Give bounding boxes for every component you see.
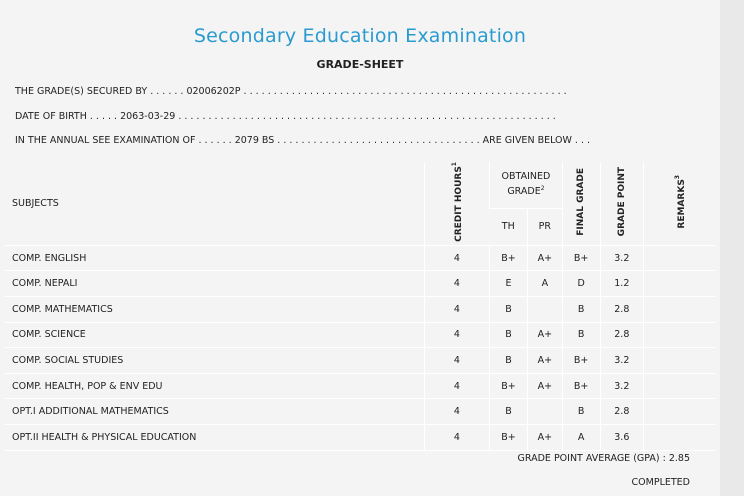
examination-line: IN THE ANNUAL SEE EXAMINATION OF . . . .… — [15, 135, 591, 146]
status-text: COMPLETED — [631, 477, 690, 488]
final-grade-header: FINAL GRADE — [561, 162, 600, 246]
subject-cell: COMP. NEPALI — [5, 270, 425, 298]
credit-cell: 4 — [423, 424, 490, 451]
grade-point-cell: 2.8 — [599, 322, 644, 349]
grade-point-cell: 3.2 — [599, 245, 644, 272]
remarks-cell — [643, 296, 715, 323]
practical-grade-cell — [526, 296, 563, 323]
subject-cell: COMP. SCIENCE — [5, 322, 425, 349]
remarks-cell — [643, 322, 715, 349]
remarks-cell — [643, 245, 715, 272]
subject-cell: COMP. HEALTH, POP & ENV EDU — [5, 373, 425, 400]
credit-cell: 4 — [423, 398, 490, 426]
grade-point-cell: 3.2 — [599, 373, 644, 400]
table-row: COMP. MATHEMATICS 4 B B 2.8 — [5, 296, 715, 323]
remarks-cell — [643, 424, 715, 451]
table-row: COMP. SCIENCE 4 B A+ B 2.8 — [5, 322, 715, 349]
theory-grade-cell: B — [489, 296, 528, 323]
table-row: COMP. SOCIAL STUDIES 4 B A+ B+ 3.2 — [5, 347, 715, 374]
remarks-cell — [643, 398, 715, 426]
theory-grade-cell: B+ — [489, 424, 528, 451]
grade-point-cell: 1.2 — [599, 270, 644, 298]
theory-grade-cell: B — [489, 398, 528, 426]
credit-cell: 4 — [423, 347, 490, 374]
theory-grade-cell: B+ — [489, 245, 528, 272]
table-row: OPT.I ADDITIONAL MATHEMATICS 4 B B 2.8 — [5, 398, 715, 426]
practical-header: PR — [526, 208, 563, 246]
credit-cell: 4 — [423, 322, 490, 349]
credit-hours-header: CREDIT HOURS1 — [423, 162, 490, 246]
subjects-header: SUBJECTS — [5, 162, 425, 246]
remarks-cell — [643, 373, 715, 400]
theory-grade-cell: B — [489, 347, 528, 374]
subject-cell: COMP. MATHEMATICS — [5, 296, 425, 323]
date-of-birth-line: DATE OF BIRTH . . . . . 2063-03-29 . . .… — [15, 111, 556, 122]
practical-grade-cell: A+ — [526, 322, 563, 349]
theory-grade-cell: E — [489, 270, 528, 298]
final-grade-cell: B+ — [561, 373, 600, 400]
final-grade-cell: B+ — [561, 245, 600, 272]
grade-point-header: GRADE POINT — [599, 162, 644, 246]
subject-cell: COMP. SOCIAL STUDIES — [5, 347, 425, 374]
practical-grade-cell: A+ — [526, 245, 563, 272]
final-grade-cell: B+ — [561, 347, 600, 374]
grade-point-cell: 2.8 — [599, 296, 644, 323]
table-row: COMP. ENGLISH 4 B+ A+ B+ 3.2 — [5, 245, 715, 272]
table-row: OPT.II HEALTH & PHYSICAL EDUCATION 4 B+ … — [5, 424, 715, 451]
credit-cell: 4 — [423, 270, 490, 298]
practical-grade-cell: A+ — [526, 424, 563, 451]
grade-point-cell: 2.8 — [599, 398, 644, 426]
credit-cell: 4 — [423, 296, 490, 323]
grade-sheet: Secondary Education Examination GRADE-SH… — [0, 0, 720, 496]
page-subtitle: GRADE-SHEET — [316, 58, 404, 71]
theory-header: TH — [489, 208, 528, 246]
page-title: Secondary Education Examination — [193, 25, 527, 47]
practical-grade-cell: A+ — [526, 347, 563, 374]
table-row: COMP. HEALTH, POP & ENV EDU 4 B+ A+ B+ 3… — [5, 373, 715, 400]
final-grade-cell: B — [561, 398, 600, 426]
final-grade-cell: B — [561, 296, 600, 323]
gpa-summary: GRADE POINT AVERAGE (GPA) : 2.85 — [517, 453, 690, 464]
final-grade-cell: D — [561, 270, 600, 298]
remarks-cell — [643, 270, 715, 298]
table-row: COMP. NEPALI 4 E A D 1.2 — [5, 270, 715, 298]
obtained-grade-header: OBTAINED GRADE2 — [489, 162, 563, 209]
practical-grade-cell — [526, 398, 563, 426]
theory-grade-cell: B+ — [489, 373, 528, 400]
grades-table: SUBJECTS CREDIT HOURS1 OBTAINED GRADE2 F… — [5, 162, 715, 451]
grade-point-cell: 3.6 — [599, 424, 644, 451]
practical-grade-cell: A+ — [526, 373, 563, 400]
credit-cell: 4 — [423, 245, 490, 272]
credit-cell: 4 — [423, 373, 490, 400]
final-grade-cell: A — [561, 424, 600, 451]
subject-cell: OPT.I ADDITIONAL MATHEMATICS — [5, 398, 425, 426]
practical-grade-cell: A — [526, 270, 563, 298]
theory-grade-cell: B — [489, 322, 528, 349]
subject-cell: OPT.II HEALTH & PHYSICAL EDUCATION — [5, 424, 425, 451]
remarks-header: REMARKS3 — [643, 162, 715, 246]
remarks-cell — [643, 347, 715, 374]
symbol-number-line: THE GRADE(S) SECURED BY . . . . . . 0200… — [15, 86, 567, 97]
grade-point-cell: 3.2 — [599, 347, 644, 374]
subject-cell: COMP. ENGLISH — [5, 245, 425, 272]
final-grade-cell: B — [561, 322, 600, 349]
